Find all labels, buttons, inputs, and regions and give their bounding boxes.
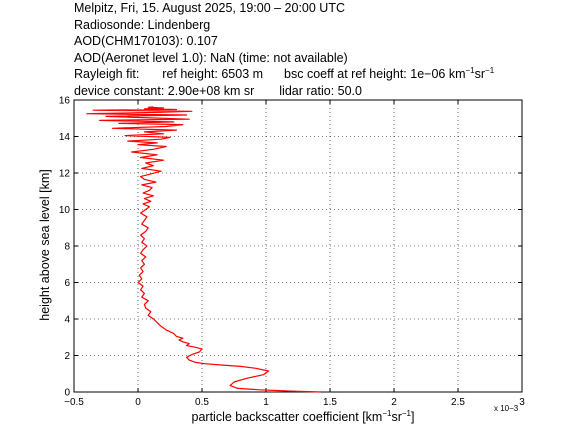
x-tick-label: 2	[391, 397, 397, 408]
y-tick-label: 12	[59, 169, 71, 180]
x-tick-label: 1.5	[323, 397, 337, 408]
backscatter-profile-line	[86, 106, 322, 393]
radiosonde-info: Radiosonde: Lindenberg	[74, 17, 211, 32]
y-tick-label: 16	[59, 96, 71, 107]
y-tick-label: 4	[64, 315, 70, 326]
lidar-ratio-info: lidar ratio: 50.0	[279, 83, 362, 98]
y-tick-label: 2	[64, 351, 70, 362]
ref-height-info: ref height: 6503 m	[162, 67, 264, 82]
aod-aeronet-info: AOD(Aeronet level 1.0): NaN (time: not a…	[74, 50, 348, 65]
device-constant-info: device constant: 2.90e+08 km sr	[74, 83, 255, 98]
aod-chm-info: AOD(CHM170103): 0.107	[74, 34, 218, 49]
x-tick-label: 2.5	[451, 397, 465, 408]
x-tick-label: 0.5	[195, 397, 209, 408]
header: Melpitz, Fri, 15. August 2025, 19:00 – 2…	[74, 0, 574, 100]
location-time-title: Melpitz, Fri, 15. August 2025, 19:00 – 2…	[74, 1, 345, 15]
y-tick-label: 6	[64, 278, 70, 289]
x-tick-label: −0.5	[64, 397, 84, 408]
x-axis-label: particle backscatter coefficient [km−1sr…	[191, 409, 415, 425]
rayleigh-fit-row: Rayleigh fit: ref height: 6503 m bsc coe…	[74, 66, 574, 83]
y-tick-label: 8	[64, 242, 70, 253]
x-tick-label: 3	[519, 397, 525, 408]
x-axis-exponent: x 10−3	[494, 404, 519, 413]
bsc-coeff-info: bsc coeff at ref height: 1e−06 km−1sr−1	[284, 66, 495, 82]
y-tick-label: 14	[59, 132, 71, 143]
device-constant-row: device constant: 2.90e+08 km sr lidar ra…	[74, 83, 574, 100]
y-tick-label: 10	[59, 205, 71, 216]
x-tick-label: 0	[135, 397, 141, 408]
y-axis-label: height above sea level [km]	[38, 169, 52, 321]
rayleigh-fit-label: Rayleigh fit:	[74, 67, 140, 82]
y-tick-label: 0	[64, 388, 70, 399]
x-tick-label: 1	[263, 397, 269, 408]
